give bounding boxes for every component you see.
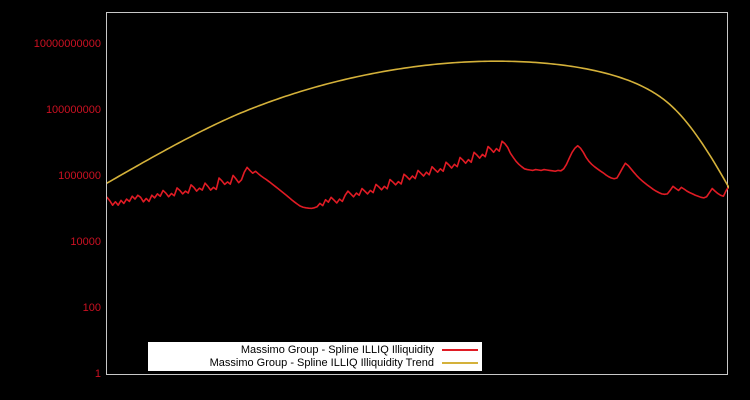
- y-tick-label: 1: [94, 368, 101, 380]
- y-tick-label: 1000000: [58, 170, 101, 182]
- y-tick-label: 100000000: [45, 104, 101, 116]
- legend-item-label: Massimo Group - Spline ILLIQ Illiquidity: [240, 343, 434, 356]
- legend-item[interactable]: Massimo Group - Spline ILLIQ Illiquidity…: [148, 357, 482, 370]
- series-line-0: [107, 140, 729, 210]
- legend-color-swatch: [442, 349, 478, 351]
- chart-legend: Massimo Group - Spline ILLIQ Illiquidity…: [147, 341, 483, 372]
- plot-svg: [107, 60, 729, 210]
- legend-item-label: Massimo Group - Spline ILLIQ Illiquidity…: [209, 356, 434, 369]
- y-tick-label: 10000: [70, 236, 101, 248]
- y-tick-label: 100: [82, 302, 101, 314]
- plot-area: [106, 12, 729, 375]
- series-line-1: [107, 60, 729, 189]
- y-tick-label: 10000000000: [33, 38, 101, 50]
- y-axis-tick-labels: 10000000000 100000000 1000000 10000 100 1: [0, 0, 101, 400]
- legend-color-swatch: [442, 362, 478, 364]
- legend-item[interactable]: Massimo Group - Spline ILLIQ Illiquidity: [148, 344, 482, 357]
